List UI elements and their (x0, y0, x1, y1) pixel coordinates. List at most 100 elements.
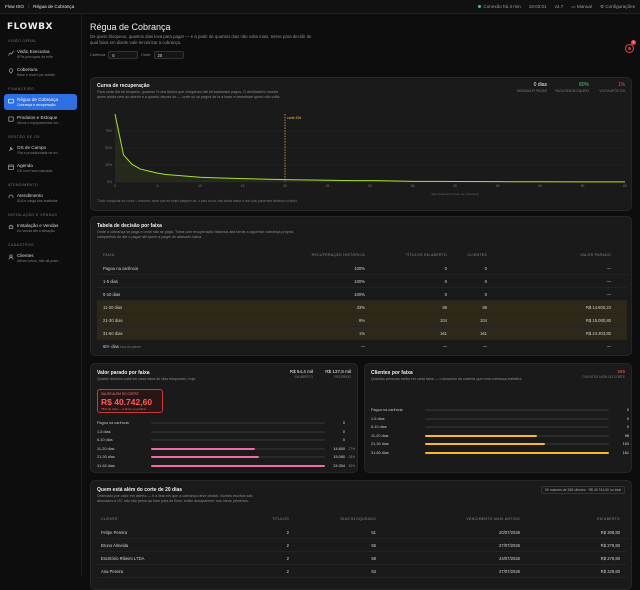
sidebar-item-sub: SLA e carga dos analistas (17, 199, 58, 203)
header-due: VENCIMENTO MAIS ANTIGO (466, 517, 520, 521)
bar-row: 21-30 dias 104 (371, 440, 629, 449)
recovery-title: Curva de recuperação (97, 83, 150, 89)
table-row[interactable]: Ana Pereira 2 53 27/07/2026 R$ 229,80 (97, 565, 627, 578)
sidebar-item-label: Régua de Cobrança (17, 97, 59, 102)
stat-paid-no-block: 80% PAGA SEM BLOQUEIO (555, 82, 589, 93)
bar-track (425, 434, 609, 437)
section-field: GESTÃO DE OS (8, 135, 40, 139)
decision-title: Tabela de decisão por faixa (97, 223, 162, 229)
bar-percent: 28% (348, 455, 355, 460)
recovery-chart: 75% 50% 25% 0%0 5 10 15 20 25 30 35 40 45 50 55 60 dias … (105, 113, 627, 196)
cell-value: R$ 14.800,23 (585, 304, 611, 310)
alert-button[interactable] (625, 44, 634, 53)
settings-link[interactable]: ⚙ Configurações (600, 4, 635, 10)
bar-row: 21-30 dias 15.080 28% (97, 453, 355, 462)
clients-band-card: Clientes por faixa Quantas pessoas estão… (364, 363, 632, 473)
sidebar-item-products[interactable]: Produtos e Estoque Ativos e equipamentos … (4, 112, 77, 128)
stat-received-value: R$ 137,8 mil (325, 369, 351, 374)
x-tick-label: 60 (623, 184, 627, 188)
x-tick-label: 5 (157, 184, 159, 188)
bar-value: 0 (626, 425, 629, 430)
sidebar-item-sub: Do venda até a ativação (17, 229, 55, 233)
cell-titles: 0 (444, 291, 447, 297)
sidebar-item-executive[interactable]: Visão Executiva KPIs principais da rede (4, 46, 77, 62)
calendar-icon (8, 164, 14, 170)
table-row[interactable]: Escritório Ribeiro LTDA 2 58 24/07/2026 R$ 2… (97, 552, 627, 565)
cell-open: R$ 279,80 (600, 555, 620, 561)
sidebar-item-clients[interactable]: Clientes Ativos novos, não ati pram... (4, 250, 77, 266)
section-service: ATENDIMENTO (8, 183, 39, 187)
bar-row: 11-20 dias 98 (371, 432, 629, 441)
table-row[interactable]: 31-60 dias 1% 161 161 R$ 24.303,80 (97, 327, 627, 340)
cell-clients: 98 (482, 304, 487, 310)
table-row[interactable]: Felipe Pereira 2 51 20/07/2026 R$ 308,80 (97, 526, 627, 539)
recovery-desc: Para cada dia de bloqueio, quantos % dos… (97, 90, 281, 99)
stat-median: 0 dias MEDIANA P/ PAGAR (517, 82, 547, 93)
cell-open: R$ 279,80 (600, 542, 620, 548)
cell-open: R$ 308,80 (600, 529, 620, 535)
cell-due: 27/07/2026 (499, 568, 520, 574)
decision-desc: Onde a cobrança se paga e onde não se pa… (97, 230, 294, 239)
pin-icon (8, 68, 14, 74)
x-tick-label: 55 (581, 184, 585, 188)
table-row[interactable]: 60+ dias fora do painel — — — — (97, 340, 627, 353)
table-row[interactable]: 6-10 dias 100% 0 0 — (97, 288, 627, 301)
cell-open: R$ 229,80 (600, 568, 620, 574)
cut-input[interactable]: 20 (153, 50, 184, 59)
connection-status: Conexão há 3 min (478, 4, 521, 9)
cell-clients: — (482, 344, 487, 349)
cell-recovery: 1% (358, 330, 365, 336)
sidebar-item-label: Agenda (17, 163, 33, 168)
top-bar: Flow ISO / Régua de Cobrança Conexão há … (0, 0, 640, 14)
manual-link[interactable]: ▭ Manual (571, 4, 592, 10)
cut-marker-label: corte 20d (287, 116, 301, 120)
bar-label: 31-60 dias (371, 450, 389, 455)
sidebar-item-collection[interactable]: Régua de Cobrança Cobrança e recuperação (4, 94, 77, 110)
sidebar: FLOWBX VISÃO GERAL Visão Executiva KPIs p… (0, 14, 82, 576)
recovery-footer: Título manipular da curva = amostra, tom… (97, 199, 298, 203)
sidebar-item-sub: Ativos e equipamentos em... (17, 121, 62, 125)
x-tick-label: 10 (198, 184, 202, 188)
cell-value: R$ 24.303,80 (585, 330, 611, 336)
sidebar-item-agenda[interactable]: Agenda OS com hora marcada (4, 160, 77, 176)
x-tick-label: 30 (368, 184, 372, 188)
sidebar-item-coverage[interactable]: Cobertura Base e churn por cidade (4, 64, 77, 80)
sidebar-item-sub: Ativos novos, não ati pram... (17, 259, 62, 263)
cell-value: — (606, 265, 611, 271)
header-client: CLIENTE (101, 517, 118, 521)
connection-status-text: Conexão há 3 min (483, 4, 521, 9)
bar-value: 24.304 (333, 463, 345, 468)
sidebar-item-field-os[interactable]: OS de Campo Fila e produtividade de en... (4, 142, 77, 158)
beyond-badge: 50 maiores de 265 clientes · R$ 40.742,6… (541, 486, 625, 494)
stopped-title: Valor parado por faixa (97, 370, 150, 376)
cell-titles: 2 (286, 542, 289, 548)
bar-label: Pagou na carência (371, 408, 403, 413)
breadcrumb-separator: / (27, 4, 30, 9)
cell-due: 20/07/2026 (499, 529, 520, 535)
sidebar-item-install[interactable]: Instalação e Vendas Do venda até a ativaç… (4, 220, 77, 236)
header-open: EM ABERTO (597, 517, 620, 521)
cell-client: Felipe Pereira (101, 529, 128, 535)
header-days: DIAS BLOQUEADO (340, 517, 376, 521)
grace-input[interactable]: 5 (108, 50, 139, 59)
cell-faixa: Pagou na carência (103, 265, 138, 271)
table-row[interactable]: 21-30 dias 8% 104 104 R$ 15.080,80 (97, 314, 627, 327)
table-row[interactable]: Bruno Almeida 2 55 27/07/2026 R$ 279,80 (97, 539, 627, 552)
bar-track (151, 430, 325, 433)
cell-clients: 104 (480, 317, 487, 323)
bar-value: 14.800 (333, 446, 345, 451)
grace-label: Carência (90, 52, 106, 57)
table-row[interactable]: 11-20 dias 33% 98 98 R$ 14.800,23 (97, 301, 627, 314)
sidebar-item-service[interactable]: Atendimento SLA e carga dos analistas (4, 190, 77, 206)
table-row[interactable]: 1-5 dias 100% 0 0 — (97, 275, 627, 288)
wallet-icon (8, 98, 14, 104)
cell-recovery: — (360, 344, 365, 349)
app-name[interactable]: Flow ISO (5, 4, 24, 9)
bar-value: 15.080 (333, 455, 345, 460)
x-tick-label: 40 (453, 184, 457, 188)
breadcrumb-current: Régua de Cobrança (33, 4, 75, 9)
table-row[interactable]: Pagou na carência 100% 0 0 — (97, 262, 627, 275)
sidebar-item-label: Clientes (17, 253, 34, 258)
clients-bars: Pagou na carência 0 1-5 dias 0 6-10 dias 0 11-… (371, 406, 629, 457)
section-vision: VISÃO GERAL (8, 39, 37, 43)
